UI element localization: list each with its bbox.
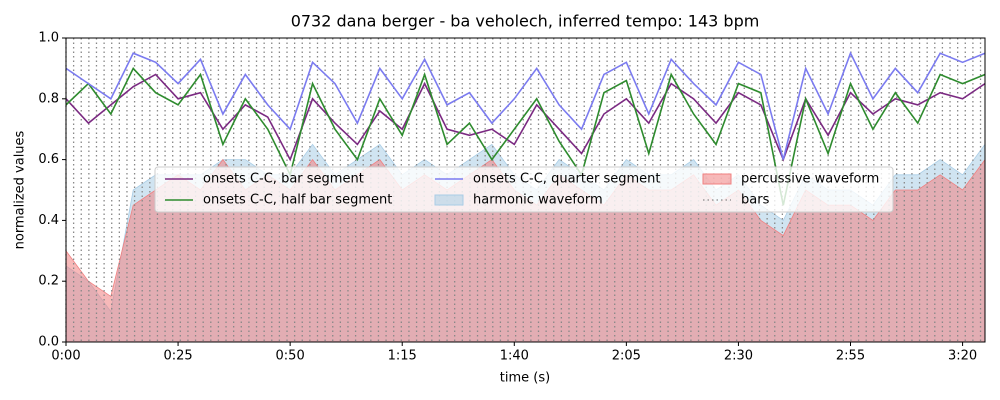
y-tick-label: 0.6 — [38, 152, 59, 167]
legend: onsets C-C, bar segment onsets C-C, half … — [154, 166, 894, 213]
legend-label: onsets C-C, quarter segment — [473, 172, 660, 187]
x-tick-label: 0:25 — [163, 349, 192, 364]
x-tick-label: 2:05 — [612, 349, 641, 364]
y-tick-label: 0.4 — [38, 213, 59, 228]
legend-label: percussive waveform — [741, 172, 879, 187]
legend-label: harmonic waveform — [473, 193, 603, 208]
y-tick-label: 0.2 — [38, 274, 59, 289]
legend-label: onsets C-C, bar segment — [203, 172, 364, 187]
x-axis-label: time (s) — [500, 371, 550, 386]
legend-label: bars — [741, 193, 770, 208]
chart-title: 0732 dana berger - ba veholech, inferred… — [291, 12, 760, 31]
y-tick-label: 0.0 — [38, 335, 59, 350]
onset-line — [65, 51, 986, 160]
x-tick-label: 3:20 — [948, 349, 977, 364]
x-tick-label: 0:00 — [51, 349, 80, 364]
legend-swatch — [702, 173, 732, 185]
y-tick-label: 0.8 — [38, 91, 59, 106]
plot-frame — [65, 37, 986, 343]
x-tick-label: 2:30 — [724, 349, 753, 364]
onset-line — [65, 73, 986, 162]
legend-label: onsets C-C, half bar segment — [203, 193, 392, 208]
y-tick-label: 1.0 — [38, 31, 59, 46]
legend-swatch — [434, 194, 464, 206]
x-tick-label: 2:55 — [836, 349, 865, 364]
y-axis-label: normalized values — [13, 130, 28, 249]
onset-line — [65, 66, 986, 206]
x-tick-label: 1:40 — [500, 349, 529, 364]
x-tick-label: 0:50 — [276, 349, 305, 364]
x-tick-label: 1:15 — [388, 349, 417, 364]
